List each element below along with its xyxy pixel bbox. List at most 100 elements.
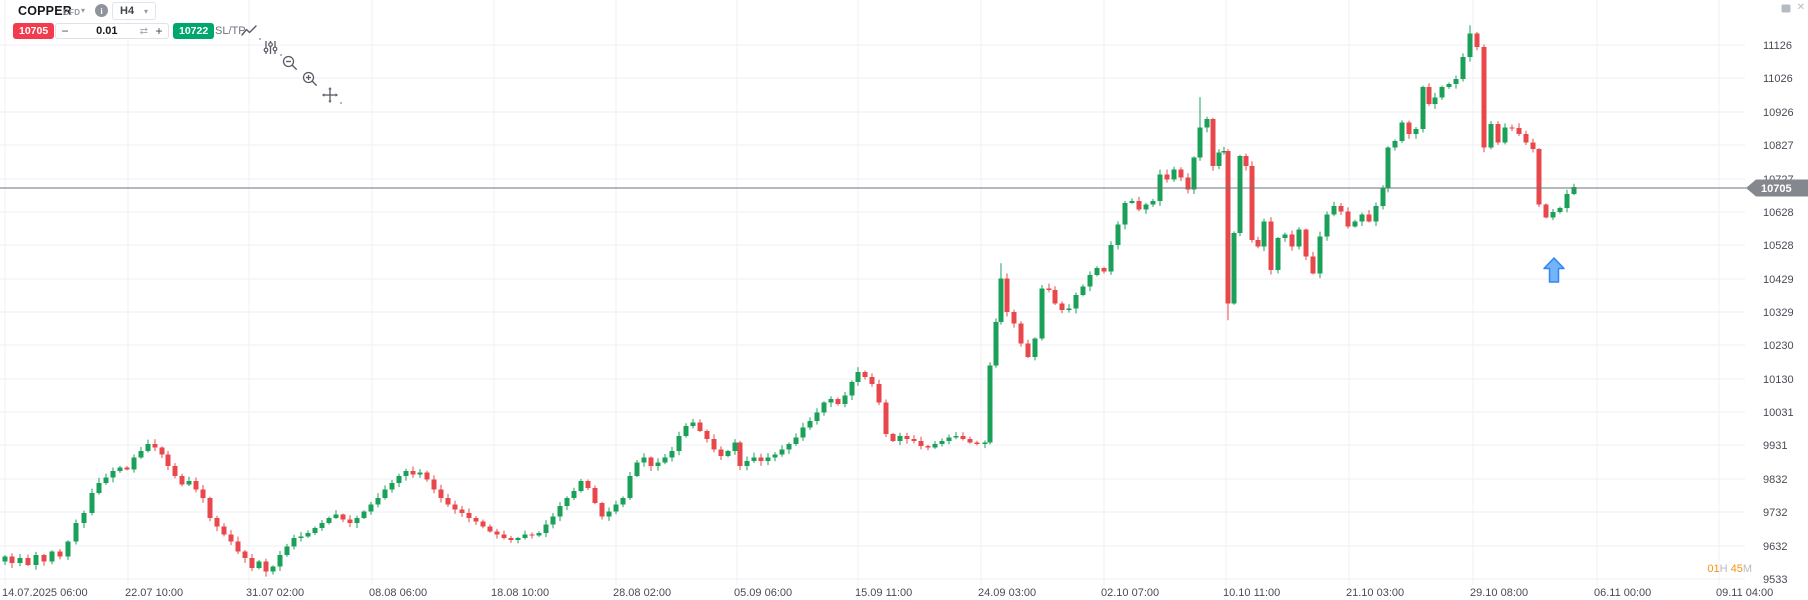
candle-body [557,506,563,517]
candle-body [1557,207,1563,212]
candle-body [1359,214,1365,222]
price-axis-label: 9832 [1763,474,1787,486]
window-controls: ✕ [1781,3,1805,13]
candle-body [1571,186,1577,194]
candle-body [1446,83,1452,88]
candle-body [779,449,785,455]
candle-body [828,398,834,403]
candle-body [1453,78,1459,84]
minimize-window-icon[interactable] [1781,4,1791,13]
candle-body [732,442,738,451]
candle-body [1345,211,1351,227]
current-price-tag [1746,179,1808,197]
date-axis-label: 21.10 03:00 [1346,587,1404,599]
candle-body [1268,221,1274,270]
price-axis-label: 10628 [1763,207,1794,219]
candle-body [1317,236,1323,274]
candle-body [744,460,750,467]
candle-body [620,497,626,505]
candle-body [697,422,703,431]
candle-body [410,471,416,475]
candle-body [103,477,109,483]
candle-body [1426,87,1432,104]
candle-body [704,430,710,440]
candle-body [1231,233,1237,304]
candle-body [932,444,938,448]
buy-button[interactable]: 10722 [173,23,215,39]
candle-body [1432,97,1438,104]
volume-units-swap-icon[interactable]: ⇄ [139,25,148,37]
sltp-button[interactable]: SL/TP [215,25,246,37]
candle-body [1197,127,1203,158]
candle-body [438,489,444,498]
candle-body [1046,288,1052,291]
candle-body [904,435,910,440]
sell-button[interactable]: 10705 [13,23,55,39]
candle-body [242,551,248,559]
volume-decrease-button[interactable]: − [61,24,69,38]
date-axis-label: 06.11 00:00 [1594,587,1651,599]
price-axis-label: 11026 [1763,73,1793,85]
volume-increase-button[interactable]: + [155,24,163,38]
candle-body [1039,288,1045,339]
symbol-dropdown-caret-icon[interactable]: ▾ [81,6,86,15]
candle-body [967,439,973,443]
candle-body [1059,303,1065,311]
chart-type-button[interactable] [240,23,261,40]
candle-body [1296,229,1302,247]
candle-body [1066,308,1072,311]
buy-arrow-marker[interactable] [1543,257,1565,283]
candle-body [550,516,556,525]
candle-body [110,471,116,478]
candle-body [1237,155,1243,234]
candle-body [186,481,192,485]
volume-input[interactable]: 0.01 [96,25,118,37]
candle-body [424,472,430,480]
candle-body [1564,193,1570,208]
candle-body [1185,177,1191,190]
candle-body [1178,169,1184,178]
candle-body [522,534,528,539]
candle-body [662,457,668,463]
candle-body [1216,152,1222,167]
candle-body [228,534,234,542]
candle-body [1474,33,1480,48]
candle-body [96,482,102,493]
close-icon[interactable]: ✕ [1796,2,1805,13]
candle-body [340,514,346,520]
candle-body [459,509,465,513]
candle-body [319,522,325,529]
candle-body [1481,47,1487,148]
candle-body [1467,33,1473,58]
candle-body [1115,224,1121,245]
candle-body [17,558,23,564]
zoom-in-button[interactable] [301,71,319,87]
zoom-out-button[interactable] [281,55,299,71]
candle-body [982,442,988,445]
candle-body [1136,201,1142,210]
candle-body [1516,128,1522,135]
candle-body [33,554,39,565]
candle-body [1261,221,1267,247]
candle-body [1509,127,1515,129]
timeframe-selector[interactable]: H4 ▾ [112,2,156,20]
candle-body [221,526,227,535]
candle-body [347,519,353,523]
candle-body [165,454,171,467]
candle-body [543,524,549,534]
info-icon[interactable]: i [95,4,108,17]
candle-body [585,481,591,488]
candle-body [911,439,917,441]
timeframe-caret-icon: ▾ [143,6,148,16]
candle-body [1080,286,1086,296]
candle-countdown: 01H 45M [1707,563,1752,575]
pan-mode-button[interactable] [321,87,342,104]
candle-body [925,445,931,448]
indicators-button[interactable] [261,39,282,56]
instrument-type-badge: CFD [63,8,81,17]
candle-body [1255,239,1261,247]
symbol-title[interactable]: COPPER [18,4,72,18]
candle-body [876,383,882,403]
